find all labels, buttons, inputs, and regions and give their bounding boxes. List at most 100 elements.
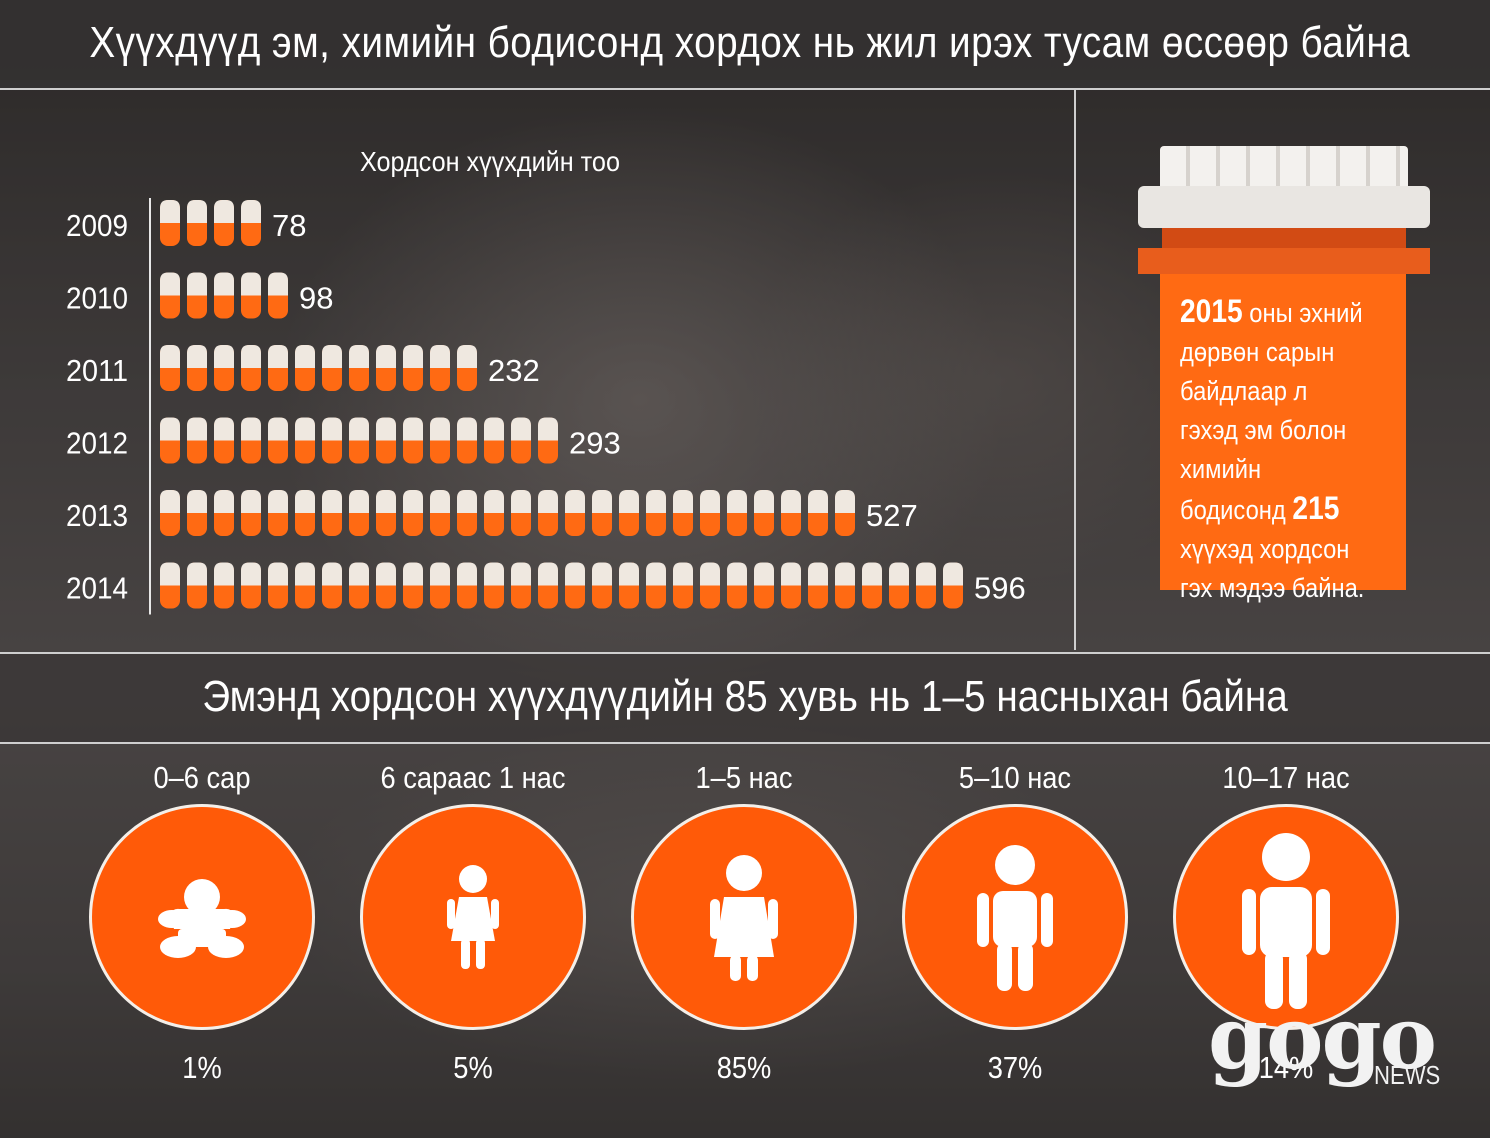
pill-mark [187,272,207,319]
pill-mark [619,562,639,609]
pill-mark [457,490,477,536]
pill-mark [241,200,261,246]
pill-mark [430,345,450,391]
pill-mark [727,562,747,609]
pill-mark [889,562,909,609]
value-label: 78 [272,208,306,243]
pill-mark [214,272,234,319]
pill-mark [862,562,882,609]
pill-mark [187,200,207,246]
age-circle [902,804,1128,1030]
pill-mark [646,490,666,536]
pill-mark [592,562,612,609]
pill-mark [403,562,423,609]
pill-mark [511,417,531,464]
pill-mark [187,345,207,391]
pill-mark [160,272,180,319]
pill-mark [511,490,531,536]
pill-mark [538,490,558,536]
age-label: 6 сараас 1 нас [380,760,566,795]
bottle-neck [1162,228,1406,248]
pill-mark [565,490,585,536]
pill-mark [835,562,855,609]
pill-mark [322,345,342,391]
pill-mark [781,490,801,536]
bottle-text: 2015 оны эхний дөрвөн сарын байдлаар л г… [1180,292,1367,608]
pill-mark [295,562,315,609]
pill-mark [268,345,288,391]
pill-mark [322,490,342,536]
age-circle [1173,804,1399,1030]
pill-mark [214,562,234,609]
pill-bottle [1160,274,1406,590]
pill-mark [349,490,369,536]
year-label: 2012 [66,426,128,461]
pill-mark [376,562,396,609]
pill-mark [430,490,450,536]
gogo-logo: gogo [1208,988,1437,1089]
age-label: 5–10 нас [958,760,1072,795]
pill-mark [781,562,801,609]
age-label: 0–6 сар [153,760,251,795]
chart-title: Хордсон хүүхдийн тоо [360,146,620,177]
pill-mark [268,417,288,464]
pill-mark [457,345,477,391]
pill-mark [511,562,531,609]
pill-mark [403,417,423,464]
pill-mark [160,490,180,536]
page-title: Хүүхдүүд эм, химийн бодисонд хордох нь ж… [89,18,1411,67]
percent-value: 1% [182,1050,222,1085]
pill-mark [214,200,234,246]
pill-mark [565,562,585,609]
value-label: 596 [974,571,1026,606]
year-label: 2014 [66,571,128,606]
pill-mark [241,562,261,609]
year-label: 2009 [66,208,128,243]
age-label: 10–17 нас [1222,760,1350,795]
section-divider [0,652,1490,654]
bottle-band [1138,248,1430,274]
pill-mark [673,562,693,609]
pill-mark [916,562,936,609]
pill-mark [430,417,450,464]
pill-mark [160,345,180,391]
pill-mark [619,490,639,536]
pill-mark [160,417,180,464]
section-divider [0,742,1490,744]
bottle-text-a: оны эхний дөрвөн сарын байдлаар л гэхэд … [1180,298,1363,525]
pill-mark [349,562,369,609]
pill-mark [160,200,180,246]
pill-mark [700,562,720,609]
pill-mark [403,345,423,391]
pill-mark [160,562,180,609]
pill-mark [457,417,477,464]
pill-mark [808,562,828,609]
toddler-icon [447,865,499,969]
pill-mark [349,345,369,391]
pill-mark [430,562,450,609]
pill-mark [295,490,315,536]
age-circle [631,804,857,1030]
age-circle [89,804,315,1030]
pill-mark [187,490,207,536]
year-label: 2011 [66,353,128,388]
bottle-count: 215 [1292,490,1340,526]
pill-mark [268,562,288,609]
pill-mark [646,562,666,609]
pill-mark [187,562,207,609]
pill-mark [295,417,315,464]
percent-value: 85% [716,1050,772,1085]
vertical-divider [1074,90,1076,650]
subtitle-band [0,654,1490,742]
girl-icon [710,855,778,981]
pill-mark [241,417,261,464]
bottle-cap-ribs [1160,146,1408,190]
teen-icon [1242,833,1330,1009]
pill-mark [268,272,288,319]
year-label: 2013 [66,498,128,533]
pill-mark [322,562,342,609]
bottle-year: 2015 [1180,293,1243,329]
pill-mark [700,490,720,536]
pill-mark [376,490,396,536]
bottle-cap [1138,186,1430,228]
